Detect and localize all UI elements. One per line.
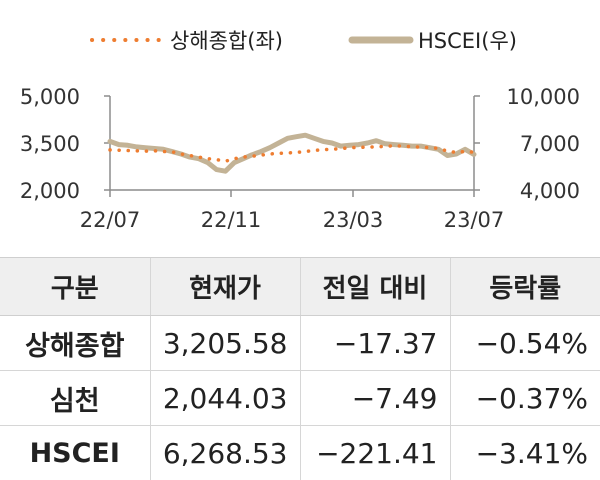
- x-label-1: 22/07: [80, 208, 141, 232]
- col-header-change: 전일 대비: [299, 257, 450, 316]
- row-rate: −3.41%: [449, 425, 600, 480]
- x-label-3: 23/03: [323, 208, 384, 232]
- table-header-row: 구분 현재가 전일 대비 등락률: [0, 257, 600, 316]
- legend: 상해종합(좌) HSCEI(우): [90, 29, 517, 53]
- table-row: 상해종합 3,205.58 −17.37 −0.54%: [0, 315, 600, 371]
- x-label-4: 23/07: [444, 208, 505, 232]
- right-y-label-1: 10,000: [507, 85, 580, 109]
- row-rate: −0.54%: [449, 315, 600, 371]
- axes: [104, 95, 480, 197]
- market-index-chart: 상해종합(좌) HSCEI(우) 5,000 3,500 2,000 10,00…: [20, 29, 580, 232]
- row-name: 상해종합: [0, 315, 150, 371]
- row-change: −7.49: [299, 370, 450, 426]
- series-line-shanghai: [108, 144, 476, 163]
- col-header-category: 구분: [0, 257, 150, 316]
- left-y-label-3: 2,000: [20, 179, 80, 203]
- left-y-label-2: 3,500: [20, 132, 80, 156]
- legend-label-shanghai: 상해종합(좌): [170, 29, 283, 53]
- row-change: −221.41: [299, 425, 450, 480]
- row-price: 3,205.58: [149, 315, 300, 371]
- x-label-2: 22/11: [201, 208, 262, 232]
- series-line-hscei: [107, 132, 477, 174]
- row-name: HSCEI: [29, 437, 120, 469]
- left-y-label-1: 5,000: [20, 85, 80, 109]
- right-y-label-2: 7,000: [520, 132, 580, 156]
- row-change: −17.37: [299, 315, 450, 371]
- row-name: 심천: [0, 370, 150, 426]
- table-row: 심천 2,044.03 −7.49 −0.37%: [0, 370, 600, 426]
- row-price: 6,268.53: [149, 425, 300, 480]
- row-price: 2,044.03: [149, 370, 300, 426]
- table-row: HSCEI 6,268.53 −221.41 −3.41%: [0, 425, 600, 480]
- right-y-label-3: 4,000: [520, 179, 580, 203]
- col-header-rate: 등락률: [449, 257, 600, 316]
- col-header-price: 현재가: [149, 257, 300, 316]
- row-rate: −0.37%: [449, 370, 600, 426]
- legend-label-hscei: HSCEI(우): [418, 29, 517, 53]
- market-summary-table: 구분 현재가 전일 대비 등락률 상해종합 3,205.58 −17.37 −0…: [0, 257, 600, 480]
